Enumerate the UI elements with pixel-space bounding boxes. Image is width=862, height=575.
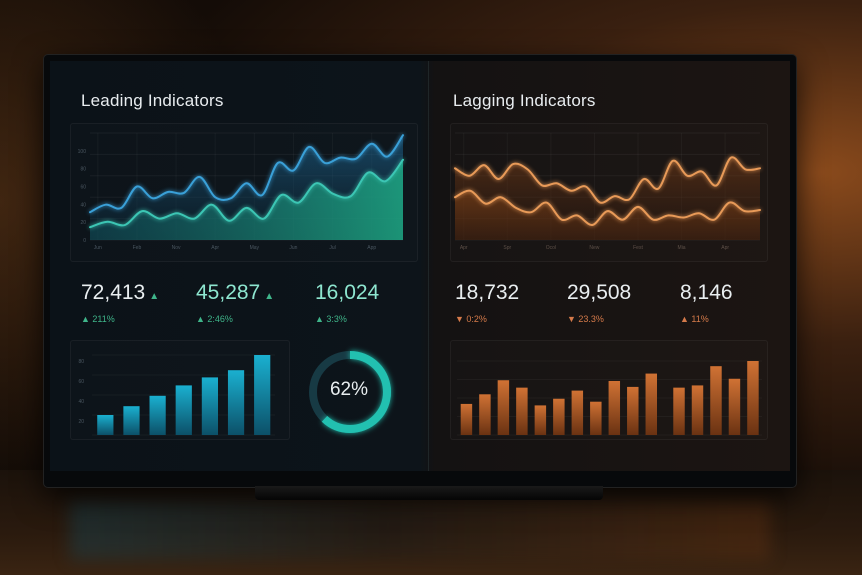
charts-layer: Jun Feb Nov Apr May Jun Jul App 0 20 40 60 80 100 Apr S… [78,132,762,436]
lagging-bar-bar [571,390,584,435]
stat-delta: ▼ 0:2% [455,314,487,324]
lagging-area-x-tick: Spr [503,245,511,251]
stat-value: 45,287 [196,281,261,304]
leading-bar-y-tick: 40 [78,399,84,405]
stat-delta: ▲ 11% [680,314,709,324]
leading-area-x-tick: Jun [94,245,102,251]
stat-delta: ▲ 211% [81,314,115,324]
stat-value: 72,413 [81,281,146,304]
leading-bar-panel [70,340,290,440]
stat-value: 18,732 [455,281,520,304]
lagging-bar-bar [608,380,621,435]
lagging-area-series-1-line [454,156,761,204]
leading-area-x-tick: Apr [211,245,219,251]
stat-delta: ▲ 2:46% [196,314,233,324]
lagging-bar-bar [590,401,602,435]
gauge-label: 62% [329,379,369,400]
leading-area-y-tick: 0 [83,238,86,244]
leading-area-y-tick: 80 [80,167,86,173]
leading-stat-1: 72,413 ▲ ▲ 211% [81,281,159,324]
leading-area-x-tick: Feb [133,245,142,251]
dashboard-screen: Leading Indicators Lagging Indicators 72… [50,61,790,471]
lagging-bar-bar [479,394,491,435]
leading-bar-bar [97,415,114,435]
lagging-bar-bar [747,361,759,435]
leading-bar-bar [149,395,166,435]
leading-bar-bar [175,385,192,435]
leading-area-y-tick: 20 [80,220,86,226]
leading-stat-3: 16,024 ▲ 3:3% [315,281,379,324]
lagging-area-x-tick: New [589,245,599,251]
lagging-title: Lagging Indicators [453,91,596,110]
up-arrow-icon: ▲ [264,291,275,302]
lagging-bar-bar [516,387,528,435]
lagging-bar-bar [553,398,565,435]
leading-bar-bar [123,406,140,435]
leading-area-y-tick: 40 [80,202,86,208]
lagging-bar-panel [450,340,768,440]
lagging-stat-1: 18,732 ▼ 0:2% [455,281,519,324]
leading-stat-2: 45,287 ▲ ▲ 2:46% [196,281,274,324]
screen-reflection [70,500,770,560]
leading-area-y-tick: 60 [80,185,86,191]
lagging-bar-bar [645,373,658,435]
lagging-stat-2: 29,508 ▼ 23.3% [567,281,631,324]
lagging-area-x-tick: Fest [633,245,643,251]
stat-delta: ▲ 3:3% [315,314,347,324]
gauge-progress-arc [309,351,391,433]
leading-area-x-tick: Jul [329,245,335,251]
lagging-bar-bar [728,378,741,435]
leading-bar-y-tick: 60 [78,379,84,385]
lagging-area-x-tick: Apr [460,245,468,251]
stat-value: 16,024 [315,281,380,304]
lagging-bar-bar [534,405,547,435]
leading-bar-bar [254,355,271,435]
leading-area-y-tick: 100 [78,149,87,155]
lagging-bar-bar [627,386,639,435]
stat-value: 29,508 [567,281,632,304]
monitor-stand [255,486,603,500]
lagging-bar-bar [460,403,473,435]
lagging-stat-3: 8,146 ▲ 11% [680,281,733,324]
lagging-bar-bar [710,366,722,435]
leading-area-x-tick: Jun [289,245,297,251]
stat-delta: ▼ 23.3% [567,314,604,324]
leading-bar-y-tick: 20 [78,419,84,425]
leading-title: Leading Indicators [81,91,224,110]
leading-bar-y-tick: 80 [78,359,84,365]
leading-bar-bar [201,377,219,435]
panel-divider [428,61,429,471]
leading-bar-bar [227,370,245,435]
lagging-area-x-tick: Mia [678,245,686,251]
leading-area-panel [70,123,418,262]
leading-area-x-tick: App [367,245,376,251]
lagging-bar-bar [497,380,510,435]
up-arrow-icon: ▲ [149,291,160,302]
leading-area-x-tick: Nov [172,245,181,251]
lagging-area-x-tick: Ocol [546,245,556,251]
lagging-area-panel [450,123,768,262]
lagging-bar-bar [673,387,685,435]
stat-value: 8,146 [680,281,733,304]
lagging-area-x-tick: Apr [721,245,729,251]
leading-area-series-2-area [90,159,403,240]
lagging-bar-bar [691,385,704,435]
leading-area-x-tick: May [250,245,260,251]
lagging-area-series-2-area [455,190,760,240]
